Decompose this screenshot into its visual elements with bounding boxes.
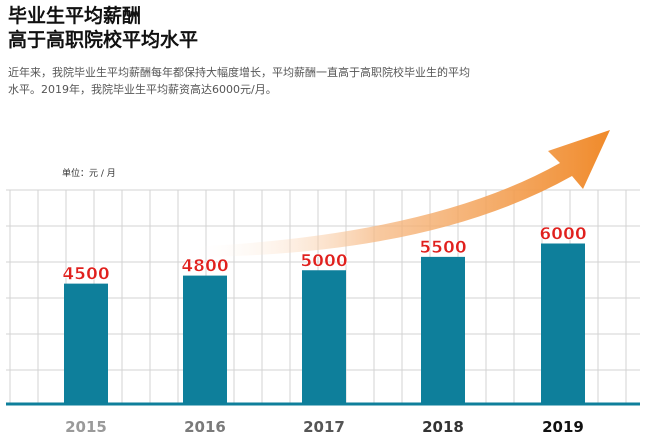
x-tick-label: 2019 [542,418,584,436]
x-tick-label: 2015 [65,418,107,436]
x-tick-label: 2016 [184,418,226,436]
data-label: 6000 [539,225,586,245]
data-label: 4800 [181,257,228,277]
bar [183,275,227,404]
bar [64,283,108,404]
data-label: 4500 [62,265,109,285]
unit-label: 单位：元 / 月 [62,167,116,179]
bar [421,256,465,404]
title-line-2: 高于高职院校平均水平 [8,29,199,51]
title-line-1: 毕业生平均薪酬 [8,5,142,27]
bars: 4500 2015 4800 2016 5000 2017 5500 2018 6000 2019 [6,224,640,436]
x-tick-label: 2017 [303,418,345,436]
growth-arrow [188,130,610,257]
chart-description: 近年来，我院毕业生平均薪酬每年都保持大幅度增长，平均薪酬一直高于高职院校毕业生的… [8,66,470,96]
x-tick-label: 2018 [422,418,464,436]
data-label: 5500 [419,238,466,258]
bar [302,270,346,404]
bar [541,243,585,404]
chart-title: 毕业生平均薪酬 高于高职院校平均水平 [8,4,198,52]
data-label: 5000 [300,251,347,271]
growth-arrow-icon [188,130,610,257]
